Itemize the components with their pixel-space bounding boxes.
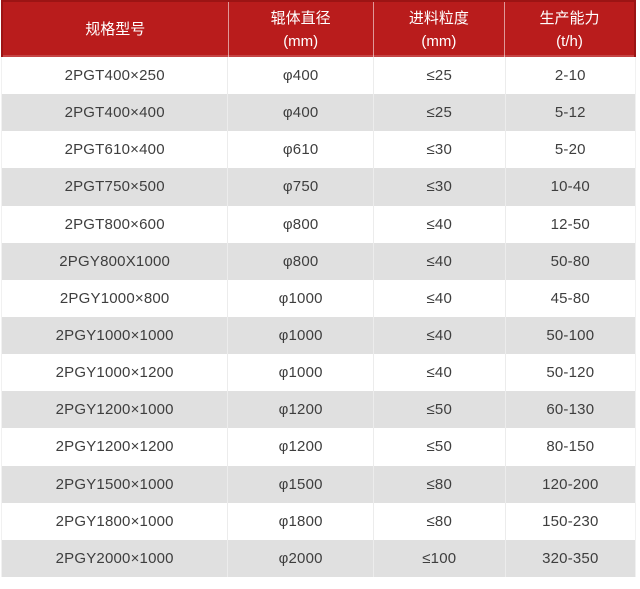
spec-table: 规格型号 辊体直径 (mm) 进料粒度 (mm) 生产能力 (t/h) 2PGT…: [1, 0, 636, 577]
header-unit: (t/h): [556, 32, 583, 50]
table-cell: 2PGY1800×1000: [55, 512, 174, 530]
table-row: 2PGY1000×1200 φ1000 ≤40 50-120: [2, 354, 635, 392]
table-cell: 2PGT750×500: [64, 178, 165, 196]
table-cell: φ1200: [227, 391, 373, 429]
table-row: 2PGT610×400 φ610 ≤30 5-20: [2, 131, 635, 169]
table-cell: 10-40: [504, 168, 635, 206]
table-body: 2PGT400×250 φ400 ≤25 2-10 2PGT400×400 φ400 ≤25…: [1, 57, 636, 577]
table-row: 2PGT400×250 φ400 ≤25 2-10: [2, 57, 635, 95]
table-cell: 2PGY1200×1000: [55, 401, 174, 419]
table-cell: 60-130: [504, 391, 635, 429]
table-cell: 5-20: [504, 131, 635, 169]
table-row: 2PGY1000×800 φ1000 ≤40 45-80: [2, 279, 635, 317]
table-cell: 2PGY1000×1200: [55, 364, 174, 382]
table-cell: φ1200: [227, 428, 373, 466]
table-cell: 50-100: [504, 316, 635, 355]
table-cell: 80-150: [504, 428, 635, 466]
table-cell: ≤25: [372, 94, 505, 132]
table-cell: 2PGT400×250: [64, 67, 165, 85]
table-cell: ≤30: [372, 168, 505, 206]
table-cell: ≤40: [372, 316, 505, 355]
table-cell: 2PGY1500×1000: [55, 475, 174, 493]
table-cell: 2PGT610×400: [64, 141, 165, 159]
table-cell: φ1500: [227, 465, 373, 503]
table-cell: 45-80: [504, 279, 635, 317]
table-cell: φ610: [227, 131, 373, 169]
table-row: 2PGY800X1000 φ800 ≤40 50-80: [2, 242, 635, 280]
header-unit: (mm): [421, 32, 457, 50]
table-cell: 2PGY1000×1000: [55, 327, 174, 345]
table-cell: ≤80: [372, 502, 505, 540]
table-cell: ≤30: [372, 131, 505, 169]
table-cell: ≤40: [372, 354, 505, 392]
header-unit: (mm): [283, 32, 319, 50]
table-cell: ≤50: [372, 391, 505, 429]
table-cell: 2PGY1200×1200: [55, 438, 174, 456]
table-row: 2PGT750×500 φ750 ≤30 10-40: [2, 168, 635, 206]
table-cell: ≤40: [372, 205, 505, 243]
table-row: 2PGY1200×1000 φ1200 ≤50 60-130: [2, 391, 635, 429]
table-row: 2PGY1800×1000 φ1800 ≤80 150-230: [2, 502, 635, 540]
table-cell: 320-350: [504, 539, 635, 577]
table-cell: φ1800: [227, 502, 373, 540]
table-cell: ≤40: [372, 279, 505, 317]
table-cell: 12-50: [504, 205, 635, 243]
table-cell: φ1000: [227, 279, 373, 317]
table-cell: ≤25: [372, 57, 505, 95]
header-cell-capacity: 生产能力 (t/h): [503, 2, 634, 57]
header-cell-roller-diameter: 辊体直径 (mm): [227, 2, 373, 57]
table-cell: φ400: [227, 57, 373, 95]
table-cell: 5-12: [504, 94, 635, 132]
header-label: 规格型号: [85, 21, 146, 38]
table-cell: 2PGT800×600: [64, 215, 165, 233]
table-cell: 50-80: [504, 242, 635, 280]
table-cell: φ1000: [227, 316, 373, 355]
table-cell: ≤40: [372, 242, 505, 280]
header-label: 进料粒度: [408, 9, 469, 27]
table-row: 2PGY1500×1000 φ1500 ≤80 120-200: [2, 465, 635, 503]
header-label: 辊体直径: [270, 9, 331, 27]
table-cell: ≤100: [372, 539, 505, 577]
table-cell: 2PGT400×400: [64, 104, 165, 122]
table-cell: ≤50: [372, 428, 505, 466]
table-cell: φ800: [227, 205, 373, 243]
table-cell: φ2000: [227, 539, 373, 577]
table-cell: φ750: [227, 168, 373, 206]
table-cell: 2PGY1000×800: [59, 289, 170, 307]
table-row: 2PGY2000×1000 φ2000 ≤100 320-350: [2, 539, 635, 577]
table-cell: 2PGY2000×1000: [55, 549, 174, 567]
header-cell-model: 规格型号: [3, 2, 228, 57]
table-row: 2PGT800×600 φ800 ≤40 12-50: [2, 205, 635, 243]
table-row: 2PGY1200×1200 φ1200 ≤50 80-150: [2, 428, 635, 466]
table-cell: φ800: [227, 242, 373, 280]
table-cell: 2PGY800X1000: [59, 252, 171, 270]
table-row: 2PGT400×400 φ400 ≤25 5-12: [2, 94, 635, 132]
table-cell: ≤80: [372, 465, 505, 503]
header-cell-feed-size: 进料粒度 (mm): [372, 2, 504, 57]
table-cell: 120-200: [504, 465, 635, 503]
header-label: 生产能力: [539, 9, 600, 27]
table-row: 2PGY1000×1000 φ1000 ≤40 50-100: [2, 316, 635, 355]
table-cell: φ1000: [227, 354, 373, 392]
table-cell: φ400: [227, 94, 373, 132]
table-cell: 50-120: [504, 354, 635, 392]
table-header: 规格型号 辊体直径 (mm) 进料粒度 (mm) 生产能力 (t/h): [1, 0, 636, 57]
table-cell: 150-230: [504, 502, 635, 540]
table-cell: 2-10: [504, 57, 635, 95]
